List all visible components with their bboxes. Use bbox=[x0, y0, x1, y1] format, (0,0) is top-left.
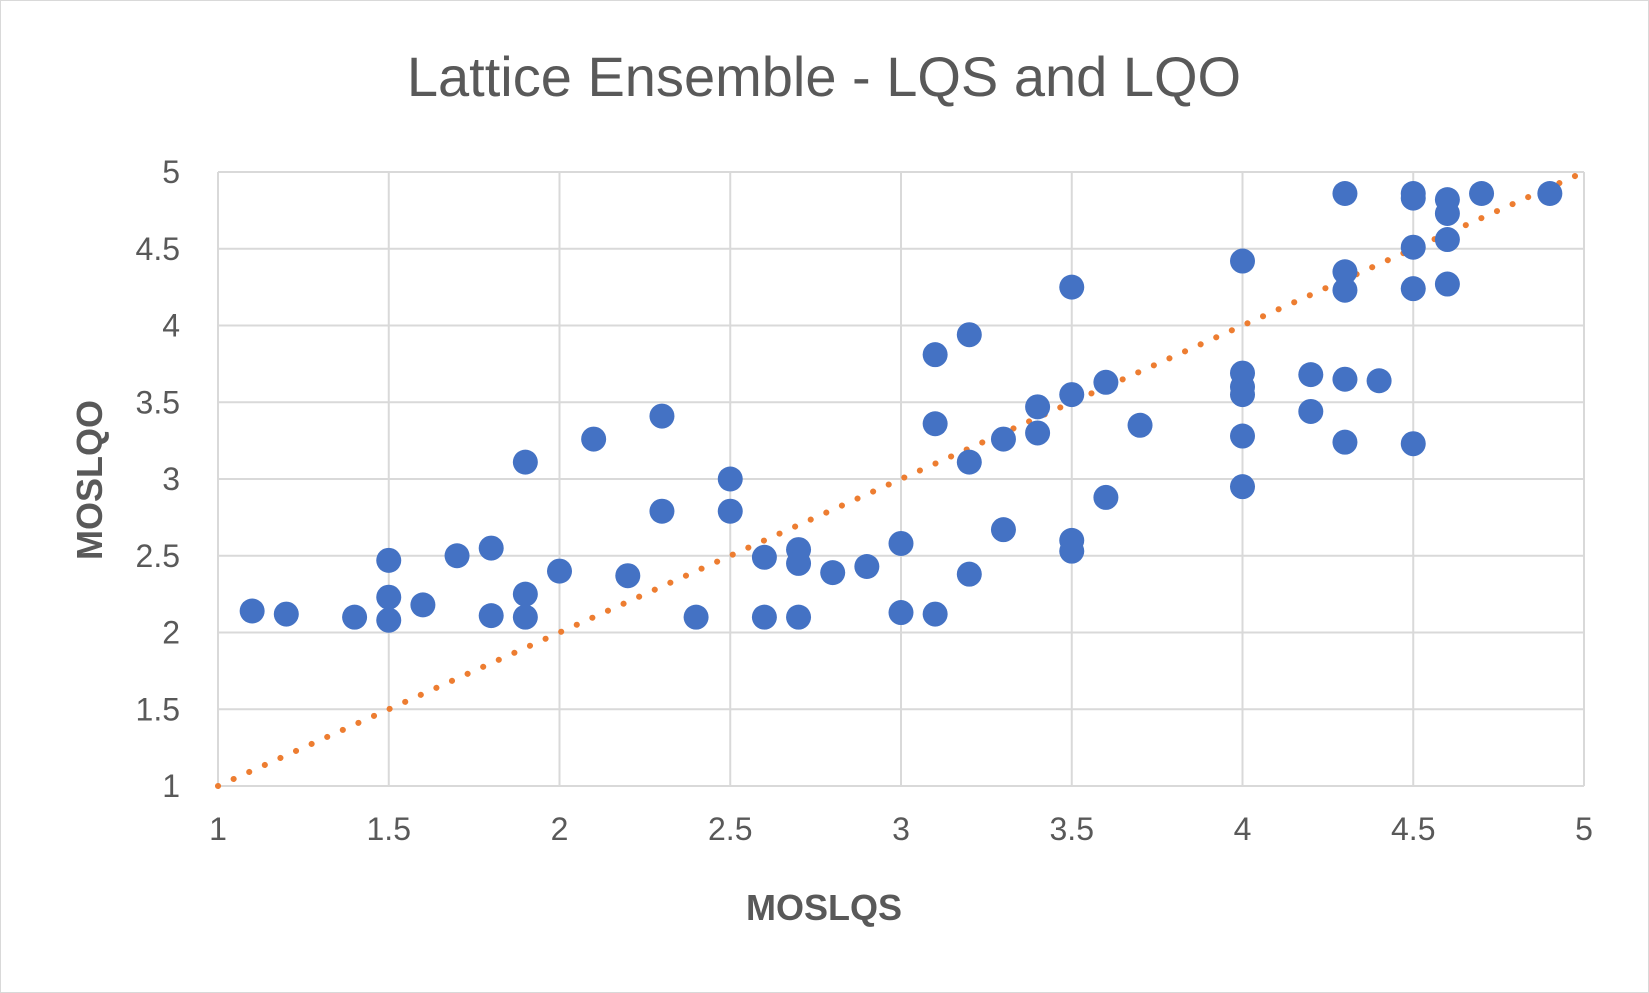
y-tick-label: 2 bbox=[162, 615, 180, 651]
data-point bbox=[1230, 423, 1255, 449]
data-point bbox=[990, 517, 1016, 543]
data-point bbox=[376, 584, 402, 610]
data-point bbox=[922, 342, 948, 368]
data-point bbox=[1298, 362, 1324, 388]
x-axis-title: MOSLQS bbox=[746, 887, 902, 928]
data-point bbox=[1434, 200, 1460, 226]
data-point bbox=[922, 601, 948, 627]
data-point bbox=[683, 604, 709, 630]
data-point bbox=[751, 604, 777, 630]
y-tick-label: 5 bbox=[162, 154, 180, 190]
data-point bbox=[1469, 180, 1495, 206]
y-tick-label: 3 bbox=[162, 461, 180, 497]
data-point bbox=[1332, 259, 1358, 285]
x-axis-ticks: 1 1.5 2 2.5 3 3.5 4 4.5 5 bbox=[209, 811, 1593, 847]
data-point bbox=[1400, 185, 1426, 211]
x-tick-label: 3 bbox=[892, 811, 910, 847]
x-tick-label: 1.5 bbox=[367, 811, 411, 847]
data-point bbox=[649, 498, 675, 524]
data-point bbox=[1434, 227, 1460, 253]
data-point bbox=[922, 411, 948, 437]
data-point bbox=[1332, 180, 1358, 206]
y-tick-label: 1 bbox=[162, 768, 180, 804]
data-point bbox=[1025, 394, 1051, 420]
data-point bbox=[1059, 538, 1085, 564]
y-tick-label: 4 bbox=[162, 308, 180, 344]
data-point bbox=[1093, 484, 1119, 510]
data-point bbox=[956, 561, 982, 587]
data-point bbox=[444, 543, 470, 569]
data-point bbox=[1434, 271, 1460, 297]
x-tick-label: 4.5 bbox=[1391, 811, 1435, 847]
data-point bbox=[786, 550, 812, 576]
data-point bbox=[786, 604, 812, 630]
data-point bbox=[1332, 277, 1358, 303]
data-point bbox=[615, 563, 641, 589]
data-point bbox=[1230, 474, 1255, 500]
data-point bbox=[1400, 234, 1426, 260]
data-point bbox=[342, 604, 368, 630]
data-point bbox=[1366, 368, 1392, 394]
data-point bbox=[649, 403, 675, 429]
data-point bbox=[717, 498, 743, 524]
x-tick-label: 5 bbox=[1575, 811, 1593, 847]
chart-title: Lattice Ensemble - LQS and LQO bbox=[407, 45, 1241, 108]
data-point bbox=[1025, 420, 1051, 446]
y-tick-label: 3.5 bbox=[136, 384, 180, 420]
y-axis-ticks: 1 1.5 2 2.5 3 3.5 4 4.5 5 bbox=[136, 154, 180, 804]
data-point bbox=[1332, 429, 1358, 455]
y-tick-label: 4.5 bbox=[136, 231, 180, 267]
data-point bbox=[1230, 382, 1255, 408]
y-tick-label: 2.5 bbox=[136, 538, 180, 574]
data-point bbox=[1093, 369, 1119, 395]
data-point bbox=[1400, 431, 1426, 457]
data-point bbox=[820, 560, 846, 586]
data-point bbox=[1059, 274, 1085, 300]
data-point bbox=[1332, 366, 1358, 392]
data-point bbox=[512, 581, 538, 607]
data-point bbox=[956, 449, 982, 475]
x-tick-label: 3.5 bbox=[1050, 811, 1094, 847]
data-point bbox=[478, 603, 504, 629]
data-point bbox=[888, 600, 914, 626]
data-point bbox=[1298, 398, 1324, 424]
data-point bbox=[854, 553, 880, 579]
data-point bbox=[512, 604, 538, 630]
data-point bbox=[751, 544, 777, 570]
data-point bbox=[512, 449, 538, 475]
data-point bbox=[1059, 382, 1085, 408]
data-point bbox=[1127, 412, 1153, 438]
data-point bbox=[1400, 276, 1426, 302]
data-point bbox=[717, 466, 743, 492]
data-point bbox=[956, 322, 982, 348]
data-point bbox=[990, 426, 1016, 452]
data-point bbox=[888, 530, 914, 556]
data-point bbox=[273, 601, 299, 627]
data-point bbox=[239, 598, 265, 624]
data-point bbox=[478, 535, 504, 561]
data-point bbox=[1230, 248, 1255, 274]
data-point bbox=[376, 547, 402, 573]
data-point bbox=[1537, 180, 1563, 206]
data-point bbox=[547, 558, 572, 584]
data-point bbox=[581, 426, 607, 452]
y-axis-title: MOSLQO bbox=[69, 400, 110, 560]
x-tick-label: 2.5 bbox=[708, 811, 752, 847]
data-point bbox=[376, 607, 402, 633]
x-tick-label: 4 bbox=[1234, 811, 1252, 847]
x-tick-label: 2 bbox=[551, 811, 569, 847]
points-layer bbox=[239, 180, 1563, 633]
x-tick-label: 1 bbox=[209, 811, 227, 847]
y-tick-label: 1.5 bbox=[136, 691, 180, 727]
data-point bbox=[410, 592, 436, 618]
